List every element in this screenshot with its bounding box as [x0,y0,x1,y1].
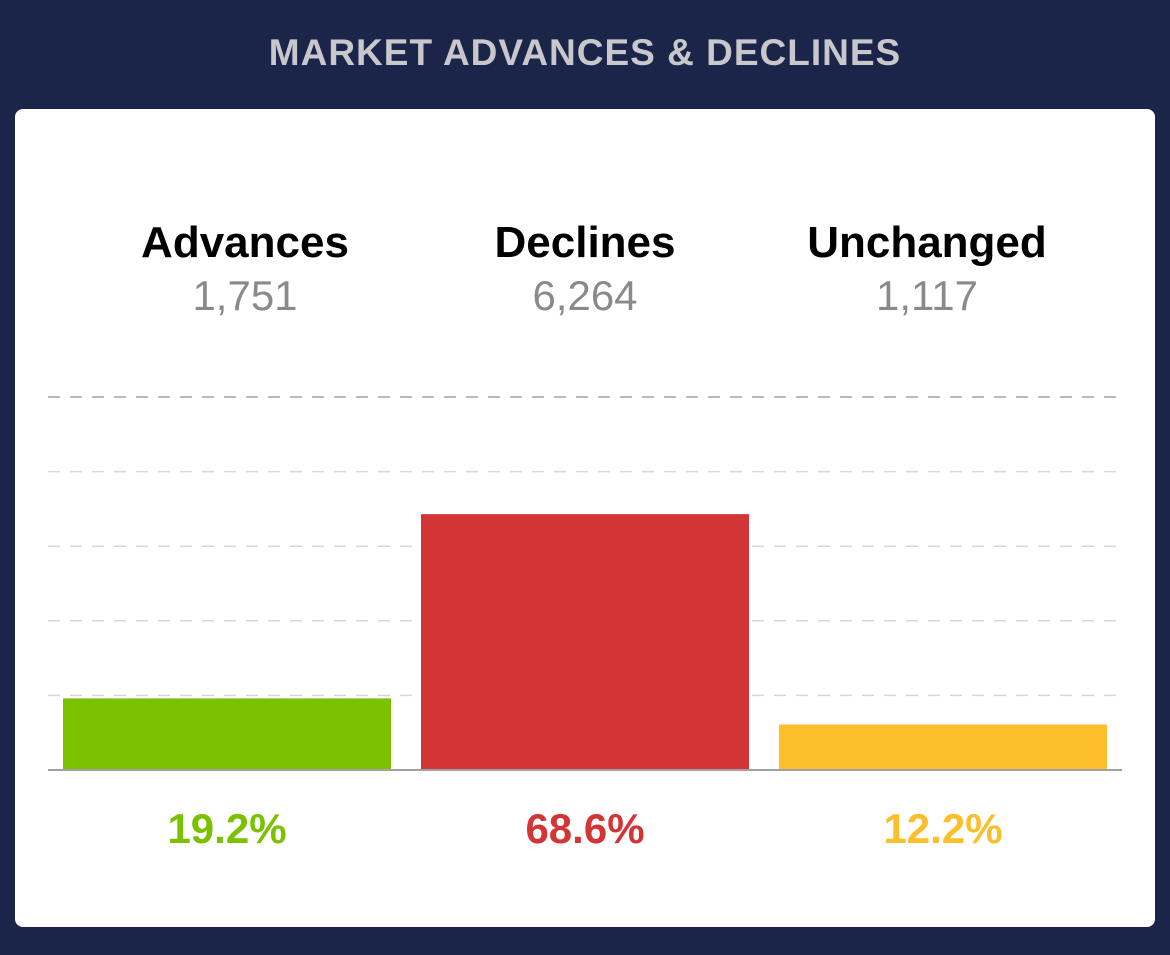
stat-advances: Advances 1,751 [55,217,435,323]
stat-value-declines: 6,264 [532,272,638,319]
stat-label-declines: Declines [494,218,676,267]
stat-unchanged: Unchanged 1,117 [737,217,1117,323]
data-label-advances: 19.2% [167,805,286,852]
page-title: MARKET ADVANCES & DECLINES [268,32,902,73]
stat-value-advances: 1,751 [192,272,298,319]
bar-unchanged [779,724,1107,770]
bar-advances [63,698,391,770]
advances-declines-card: Advances 1,751 Declines 6,264 Unchanged … [15,109,1155,927]
data-label-unchanged: 12.2% [883,805,1002,852]
data-label-declines: 68.6% [525,805,644,852]
stat-label-unchanged: Unchanged [807,218,1047,267]
stat-label-advances: Advances [141,218,349,267]
stat-value-unchanged: 1,117 [876,272,978,319]
bar-chart: 19.2% 68.6% 12.2% [48,396,1124,852]
bar-declines [421,514,749,770]
stat-declines: Declines 6,264 [395,217,775,323]
